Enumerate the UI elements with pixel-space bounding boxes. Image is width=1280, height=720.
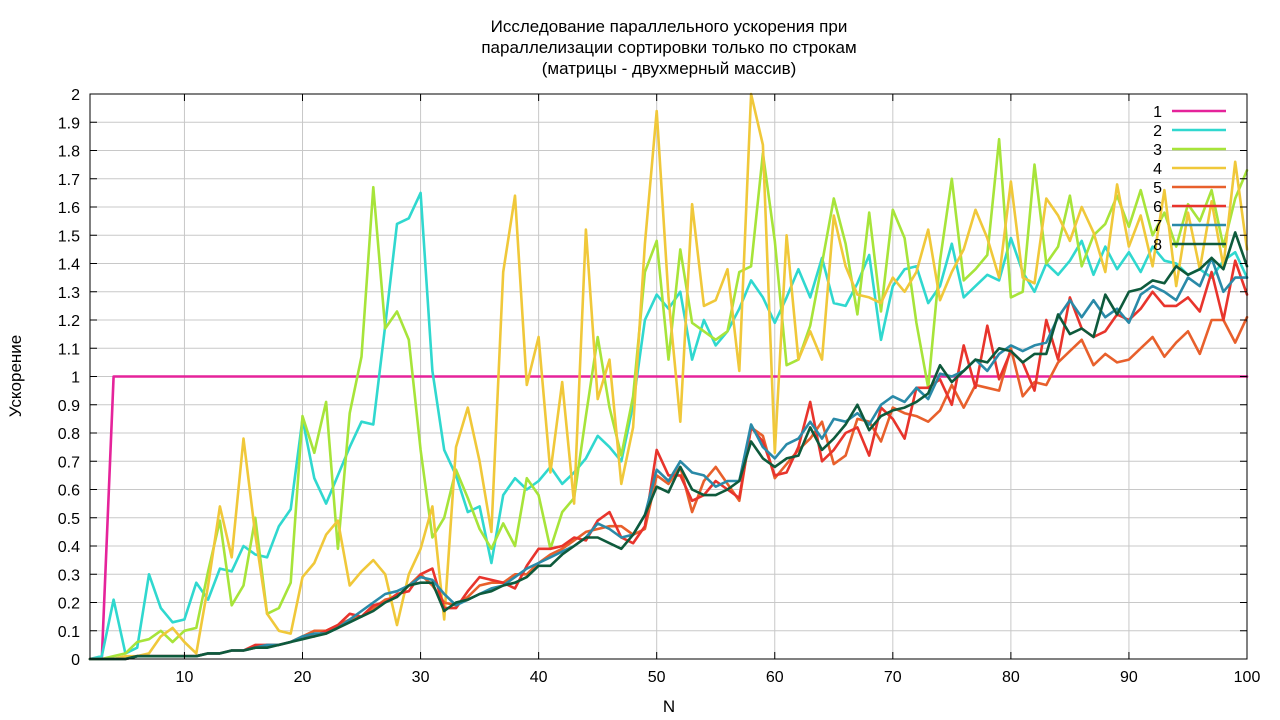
y-tick-label: 1.8	[58, 144, 80, 161]
y-tick-label: 0.8	[58, 426, 80, 443]
legend-label-5: 5	[1153, 180, 1162, 197]
series-line-3	[88, 137, 1249, 661]
x-tick-label: 10	[176, 669, 194, 686]
legend-label-3: 3	[1153, 142, 1162, 159]
y-tick-label: 1.1	[58, 341, 80, 358]
axis-ticks: 0 0.1 0.2 0.3 0.4 0.5 0.6 0.7 0.8 0.9 1 1.1 1.2 1.3 1.…	[58, 87, 1261, 686]
y-tick-label: 0.4	[58, 539, 80, 556]
series-line-4	[88, 92, 1249, 661]
y-tick-label: 0.9	[58, 398, 80, 415]
chart-title: Исследование параллельного ускорения при…	[481, 17, 856, 78]
x-axis-label: N	[663, 697, 675, 716]
x-tick-label: 50	[648, 669, 666, 686]
series-line-1	[88, 375, 1249, 661]
legend: 1 2 3 4 5 6 7 8	[1153, 104, 1226, 254]
y-tick-label: 1.4	[58, 257, 80, 274]
y-axis-label: Ускорение	[6, 335, 25, 418]
chart-title-line-3: (матрицы - двухмерный массив)	[542, 59, 797, 78]
y-tick-label: 0	[71, 652, 80, 669]
x-tick-label: 60	[766, 669, 784, 686]
chart-title-line-2: параллелизации сортировки только по стро…	[481, 38, 856, 57]
chart-title-line-1: Исследование параллельного ускорения при	[491, 17, 848, 36]
y-tick-label: 1.3	[58, 285, 80, 302]
legend-label-7: 7	[1153, 218, 1162, 235]
x-tick-label: 100	[1234, 669, 1261, 686]
x-tick-label: 70	[884, 669, 902, 686]
legend-label-4: 4	[1153, 161, 1162, 178]
legend-label-1: 1	[1153, 104, 1162, 121]
legend-label-8: 8	[1153, 237, 1162, 254]
y-tick-label: 1.2	[58, 313, 80, 330]
x-tick-label: 90	[1120, 669, 1138, 686]
series-line-7	[88, 256, 1249, 661]
y-tick-label: 0.6	[58, 483, 80, 500]
y-tick-label: 1	[71, 370, 80, 387]
y-tick-label: 1.6	[58, 200, 80, 217]
y-tick-label: 0.5	[58, 511, 80, 528]
y-tick-label: 2	[71, 87, 80, 104]
x-tick-label: 40	[530, 669, 548, 686]
legend-label-6: 6	[1153, 199, 1162, 216]
y-tick-label: 0.3	[58, 567, 80, 584]
y-tick-label: 1.9	[58, 115, 80, 132]
y-tick-label: 0.2	[58, 596, 80, 613]
legend-label-2: 2	[1153, 123, 1162, 140]
series-line-5	[88, 315, 1249, 661]
series-line-8	[88, 231, 1249, 661]
y-tick-label: 1.5	[58, 228, 80, 245]
y-tick-label: 0.7	[58, 454, 80, 471]
y-tick-label: 1.7	[58, 172, 80, 189]
y-tick-label: 0.1	[58, 624, 80, 641]
x-tick-label: 30	[412, 669, 430, 686]
x-tick-label: 80	[1002, 669, 1020, 686]
series-lines	[88, 92, 1249, 661]
x-tick-label: 20	[294, 669, 312, 686]
